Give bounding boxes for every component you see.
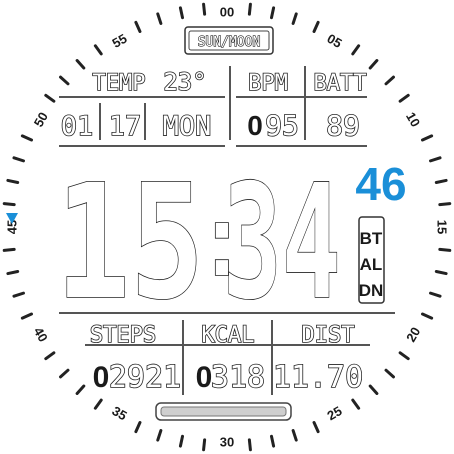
status-bt: BT [360,229,383,248]
dial-tick [2,247,16,252]
heart-rate-dim-digit: 0 [247,110,263,141]
steps-main-digits: 2921 [109,360,181,395]
dial-tick [351,44,361,56]
steps-value: 0 2921 [93,359,182,396]
dial-tick [420,312,434,320]
dial-tick [384,368,395,379]
dial-number: 20 [403,324,423,344]
dial-tick [438,247,452,252]
dial-tick [12,291,25,298]
date-weekday: MON [163,111,212,142]
dial-tick [368,384,379,395]
heart-label: BPM [248,71,288,96]
dial-tick [247,438,252,452]
dial-tick [178,6,185,20]
dial-tick [12,156,25,163]
date-day: 01 [61,111,94,142]
dial-tick [156,12,163,25]
dial-number: 05 [324,31,344,51]
kcal-value: 0 318 [196,359,266,396]
dial-tick [429,291,442,298]
triangle-marker-icon [6,213,18,224]
battery-value: 89 [326,109,360,142]
dial-tick [6,269,20,276]
dial-tick [178,434,185,448]
date-month: 17 [109,111,142,142]
dial-number: 25 [324,403,344,423]
status-al: AL [360,255,383,274]
dial-number: 10 [403,109,423,129]
dial-number: 40 [31,324,51,344]
kcal-dim-digit: 0 [196,361,213,394]
status-box [358,216,385,304]
dial-tick [434,269,448,276]
dial-tick [59,368,70,379]
dial-tick [156,429,163,442]
dial-tick [429,156,442,163]
temp-label: TEMP [93,71,146,96]
time-seconds: 46 [355,158,406,210]
time-minutes: 34 [223,152,341,336]
dial-tick [368,59,379,70]
dial-tick [351,398,361,410]
dial-number: 35 [109,403,129,423]
distance-value: 11.70 [273,360,363,395]
heart-rate-value: 0 95 [247,108,299,143]
time-colon: : [192,182,252,299]
dial-tick [134,20,142,34]
dial-tick [20,134,34,142]
dial-tick [312,20,320,34]
dial-tick [20,312,34,320]
dial-tick [269,434,276,448]
dial-tick [291,429,298,442]
dial-number: 50 [31,109,51,129]
dial-tick [75,384,86,395]
dial-number: 45 [5,220,20,234]
dial-tick [291,12,298,25]
time-hours: 15 [56,151,204,335]
distance-label: DIST [302,323,355,348]
status-dn: DN [359,281,384,300]
kcal-main-digits: 318 [211,360,265,395]
dial-tick [6,178,20,185]
dial-tick [2,202,16,207]
dial-number: 00 [220,5,234,20]
dial-tick [398,93,410,103]
dial-tick [398,351,410,361]
dial-tick [420,134,434,142]
steps-dim-digit: 0 [93,361,110,394]
dial-tick [75,59,86,70]
dial-tick [247,2,252,16]
dial-tick [59,75,70,86]
temp-value: 23° [163,68,206,96]
heart-rate-main-digits: 95 [265,109,299,142]
dial-tick [269,6,276,20]
dial-tick [134,420,142,434]
dial-number: 15 [435,220,450,234]
kcal-label: KCAL [202,323,255,348]
dial-tick [434,178,448,185]
dial-tick [384,75,395,86]
dial-tick [202,2,207,16]
battery-label: BATT [314,71,367,96]
dial-number: 55 [109,31,129,51]
dial-tick [93,398,103,410]
dial-tick [93,44,103,56]
dial-tick [202,438,207,452]
sun-moon-label: SUN/MOON [198,35,261,50]
dial-tick [438,202,452,207]
dial-number: 30 [220,435,234,450]
steps-label: STEPS [90,323,156,348]
sun-moon-box[interactable] [184,26,274,55]
dial-tick [44,93,56,103]
dial-tick [44,351,56,361]
dial-tick [312,420,320,434]
